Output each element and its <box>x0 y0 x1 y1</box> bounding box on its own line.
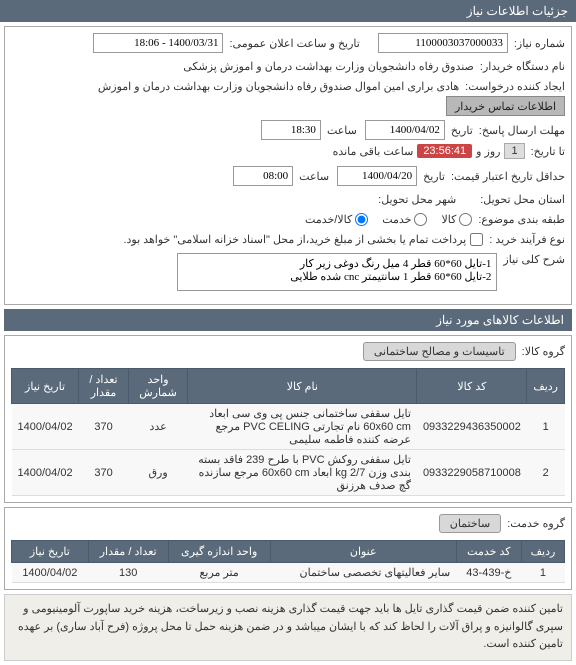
deadline-time-input[interactable] <box>261 120 321 140</box>
creator-value: هادی براری امین اموال صندوق رفاه دانشجوی… <box>98 80 459 93</box>
desc-label: شرح کلی نیاز <box>503 253 565 266</box>
service-group-pill: ساختمان <box>439 514 501 533</box>
table-row: 20933229058710008تایل سقفی روکش PVC با ط… <box>12 450 565 496</box>
topic-label: طبقه بندی موضوع: <box>478 213 565 226</box>
desc-textarea[interactable] <box>177 253 497 291</box>
need-no-input[interactable] <box>378 33 508 53</box>
table-header: ردیف <box>527 369 565 404</box>
goods-table: ردیفکد کالانام کالاواحد شمارشتعداد / مقد… <box>11 368 565 496</box>
radio-goodservice[interactable]: کالا/خدمت <box>305 213 368 226</box>
service-group-label: گروه خدمت: <box>507 517 565 530</box>
table-header: تاریخ نیاز <box>12 369 79 404</box>
need-no-label: شماره نیاز: <box>514 37 565 50</box>
need-info-section: شماره نیاز: تاریخ و ساعت اعلان عمومی: نا… <box>4 26 572 305</box>
goods-section-header: اطلاعات کالاهای مورد نیاز <box>4 309 572 331</box>
goods-section: گروه کالا: تاسیسات و مصالح ساختمانی ردیف… <box>4 335 572 503</box>
creator-label: ایجاد کننده درخواست: <box>465 80 565 93</box>
valid-time-input[interactable] <box>233 166 293 186</box>
buyer-value: صندوق رفاه دانشجویان وزارت بهداشت درمان … <box>183 60 474 73</box>
deadline-label: مهلت ارسال پاسخ: <box>479 124 565 137</box>
table-row: 10933229436350002تایل سقفی ساختمانی جنس … <box>12 404 565 450</box>
contact-buyer-button[interactable]: اطلاعات تماس خریدار <box>446 96 565 116</box>
table-header: تعداد / مقدار <box>88 541 168 563</box>
table-header: کد خدمت <box>456 541 521 563</box>
buyer-label: نام دستگاه خریدار: <box>480 60 565 73</box>
table-header: کد کالا <box>417 369 527 404</box>
deadline-t-label: ساعت <box>327 124 357 137</box>
remain-time: 23:56:41 <box>417 144 472 158</box>
goods-group-label: گروه کالا: <box>522 345 565 358</box>
table-header: عنوان <box>270 541 456 563</box>
remain-label: تا تاریخ: <box>531 145 565 158</box>
service-table: ردیفکد خدمتعنوانواحد اندازه گیریتعداد / … <box>11 540 565 583</box>
pub-input[interactable] <box>93 33 223 53</box>
process-label: نوع فرآیند خرید : <box>489 233 565 246</box>
table-header: واحد شمارش <box>128 369 187 404</box>
process-text: پرداخت تمام یا بخشی از مبلغ خرید،از محل … <box>123 233 466 246</box>
table-header: ردیف <box>521 541 564 563</box>
city-label: شهر محل تحویل: <box>378 193 456 206</box>
remain-day-l: روز و <box>476 145 500 158</box>
remain-day: 1 <box>504 143 524 159</box>
radio-goods[interactable]: کالا <box>441 213 472 226</box>
process-checkbox[interactable]: پرداخت تمام یا بخشی از مبلغ خرید،از محل … <box>123 233 483 246</box>
table-header: نام کالا <box>188 369 417 404</box>
table-row: 1خ-439-43سایر فعالیتهای تخصصی ساختمانمتر… <box>12 563 565 583</box>
deadline-d-label: تاریخ <box>451 124 473 137</box>
page-title: جزئیات اطلاعات نیاز <box>467 4 568 18</box>
pub-label: تاریخ و ساعت اعلان عمومی: <box>229 37 359 50</box>
table-header: تعداد / مقدار <box>79 369 129 404</box>
deliver-label: استان محل تحویل: <box>480 193 565 206</box>
note-box: تامین کننده ضمن قیمت گذاری تایل ها باید … <box>4 594 572 661</box>
valid-date-input[interactable] <box>337 166 417 186</box>
goods-group-pill: تاسیسات و مصالح ساختمانی <box>363 342 516 361</box>
topic-radio-group: کالا خدمت کالا/خدمت <box>295 213 472 226</box>
valid-t-label: ساعت <box>299 170 329 183</box>
page-header: جزئیات اطلاعات نیاز <box>0 0 576 22</box>
table-header: تاریخ نیاز <box>12 541 89 563</box>
deadline-date-input[interactable] <box>365 120 445 140</box>
radio-service[interactable]: خدمت <box>382 213 427 226</box>
valid-d-label: تاریخ <box>423 170 445 183</box>
valid-label: حداقل تاریخ اعتبار قیمت: <box>451 170 565 183</box>
table-header: واحد اندازه گیری <box>168 541 270 563</box>
service-section: گروه خدمت: ساختمان ردیفکد خدمتعنوانواحد … <box>4 507 572 590</box>
remain-l: ساعت باقی مانده <box>333 145 414 158</box>
